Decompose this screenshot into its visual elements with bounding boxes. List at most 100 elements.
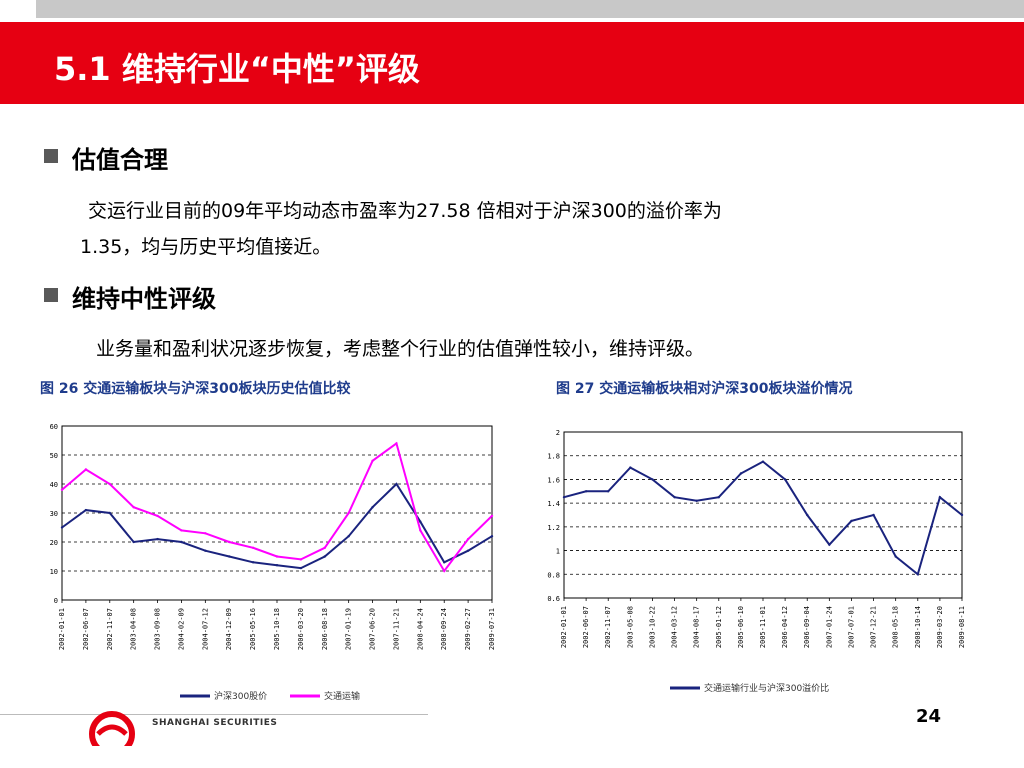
x-tick-label: 2002-01-01 xyxy=(58,608,66,650)
data-point xyxy=(960,513,964,517)
y-tick-label: 0.8 xyxy=(547,571,560,579)
data-point xyxy=(466,537,470,541)
x-tick-label: 2005-10-18 xyxy=(273,608,281,650)
data-point xyxy=(323,546,326,549)
section-1-line-1: 交运行业目前的09年平均动态市盈率为27.58 倍相对于沪深300的溢价率为 xyxy=(88,200,722,222)
data-point xyxy=(228,540,231,544)
data-point xyxy=(132,540,135,544)
x-tick-label: 2006-04-12 xyxy=(781,606,789,648)
y-tick-label: 2 xyxy=(556,429,560,437)
data-point xyxy=(251,546,255,549)
x-tick-label: 2007-11-21 xyxy=(392,608,400,650)
x-tick-label: 2004-07-12 xyxy=(201,608,209,650)
x-tick-label: 2004-02-09 xyxy=(177,608,185,650)
data-point xyxy=(395,482,398,486)
legend-label: 交通运输行业与沪深300溢价比 xyxy=(704,682,829,694)
section-heading-1: 估值合理 xyxy=(72,146,168,174)
x-tick-label: 2009-08-11 xyxy=(958,606,966,648)
data-point xyxy=(695,499,698,502)
data-point xyxy=(562,496,566,499)
y-tick-label: 40 xyxy=(50,481,58,489)
x-tick-label: 2008-04-24 xyxy=(416,608,424,650)
data-point xyxy=(466,549,470,552)
x-tick-label: 2002-06-07 xyxy=(582,606,590,648)
section-1-line-2: 1.35，均与历史平均值接近。 xyxy=(80,236,332,258)
x-tick-label: 2006-03-20 xyxy=(297,608,305,650)
data-point xyxy=(739,472,743,475)
data-point xyxy=(132,506,135,509)
data-point xyxy=(938,496,942,499)
series-line-1 xyxy=(61,441,493,573)
x-tick-label: 2009-03-20 xyxy=(936,606,944,648)
y-tick-label: 1.8 xyxy=(547,453,560,461)
data-point xyxy=(323,555,326,558)
x-tick-label: 2007-01-24 xyxy=(825,606,833,648)
y-tick-label: 10 xyxy=(50,568,58,576)
x-tick-label: 2005-11-01 xyxy=(759,606,767,648)
x-tick-label: 2009-02-27 xyxy=(464,608,472,650)
y-tick-label: 60 xyxy=(50,423,58,431)
slide-title: 5.1 维持行业“中性”评级 xyxy=(54,50,420,88)
data-point xyxy=(84,508,88,512)
x-tick-label: 2007-07-01 xyxy=(847,606,855,648)
x-tick-label: 2003-09-08 xyxy=(154,608,162,650)
x-tick-label: 2009-07-31 xyxy=(488,608,496,650)
data-point xyxy=(156,537,159,541)
x-tick-label: 2002-06-07 xyxy=(82,608,90,650)
data-point xyxy=(371,459,374,462)
data-point xyxy=(180,540,183,544)
data-point xyxy=(783,478,787,481)
x-tick-label: 2004-12-09 xyxy=(225,608,233,650)
data-point xyxy=(850,519,853,523)
x-tick-label: 2002-11-07 xyxy=(106,608,114,650)
page-number: 24 xyxy=(916,706,942,727)
data-point xyxy=(84,468,88,471)
x-tick-label: 2002-01-01 xyxy=(560,606,568,648)
x-tick-label: 2007-01-19 xyxy=(345,608,353,650)
top-grey-bar xyxy=(36,0,1024,18)
x-tick-label: 2007-12-21 xyxy=(870,606,878,648)
data-point xyxy=(806,513,809,517)
y-tick-label: 1.6 xyxy=(547,476,560,484)
section-2-line-1: 业务量和盈利状况逐步恢复，考虑整个行业的估值弹性较小，维持评级。 xyxy=(96,338,705,360)
y-tick-label: 1.4 xyxy=(547,500,560,508)
x-tick-label: 2004-08-17 xyxy=(693,606,701,648)
x-tick-label: 2005-06-10 xyxy=(737,606,745,648)
data-point xyxy=(371,506,374,509)
data-point xyxy=(347,535,350,538)
data-point xyxy=(419,520,422,523)
data-point xyxy=(490,535,494,538)
data-point xyxy=(443,561,446,564)
data-point xyxy=(673,496,676,499)
data-point xyxy=(761,460,765,463)
data-point xyxy=(204,549,207,552)
data-point xyxy=(828,543,831,546)
data-point xyxy=(490,514,494,518)
x-tick-label: 2008-09-24 xyxy=(440,608,448,650)
y-tick-label: 1 xyxy=(556,548,560,556)
x-tick-label: 2006-09-04 xyxy=(803,606,811,648)
data-point xyxy=(108,482,111,486)
data-point xyxy=(443,569,446,573)
x-tick-label: 2005-01-12 xyxy=(715,606,723,648)
data-point xyxy=(872,513,875,517)
title-band xyxy=(0,22,1024,104)
data-point xyxy=(894,555,897,558)
x-tick-label: 2006-08-18 xyxy=(321,608,329,650)
data-point xyxy=(395,442,398,445)
data-point xyxy=(299,566,303,570)
data-point xyxy=(60,526,64,529)
data-point xyxy=(156,514,159,518)
footer-divider xyxy=(0,714,428,715)
section-heading-2: 维持中性评级 xyxy=(72,285,216,313)
x-tick-label: 2008-05-18 xyxy=(892,606,900,648)
data-point xyxy=(180,529,183,532)
y-tick-label: 1.2 xyxy=(547,524,560,532)
data-point xyxy=(108,511,111,515)
figure-26-caption: 图 26 交通运输板块与沪深300板块历史估值比较 xyxy=(40,381,351,397)
plot-frame xyxy=(61,425,493,601)
data-point xyxy=(228,555,231,558)
legend-label: 沪深300股价 xyxy=(214,690,267,702)
x-tick-label: 2003-05-08 xyxy=(626,606,634,648)
data-point xyxy=(717,496,720,499)
